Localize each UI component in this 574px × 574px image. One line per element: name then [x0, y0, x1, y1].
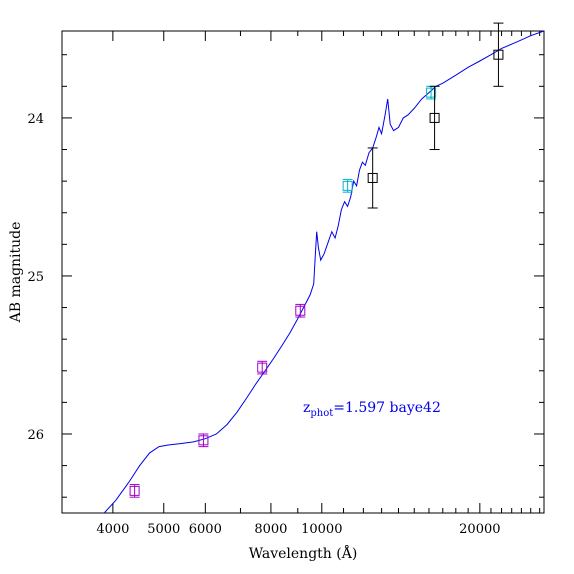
annotation-text: =1.597 baye42 — [333, 400, 441, 416]
data-marker — [198, 435, 209, 446]
x-tick-label: 4000 — [96, 522, 129, 537]
x-tick-label: 6000 — [189, 522, 222, 537]
sed-model-line — [103, 30, 545, 514]
photometry-point — [295, 303, 306, 318]
annotation-subscript: phot — [310, 408, 333, 419]
data-marker — [367, 172, 378, 183]
data-marker — [129, 485, 140, 496]
x-tick-label: 5000 — [147, 522, 180, 537]
y-tick-label: 26 — [27, 428, 44, 443]
y-axis-title: AB magnitude — [8, 222, 24, 324]
data-marker — [493, 49, 504, 60]
axis-ticks — [62, 31, 544, 513]
data-marker — [295, 305, 306, 316]
data-marker — [342, 180, 353, 191]
plot-frame — [61, 30, 545, 514]
x-axis-title: Wavelength (Å) — [249, 544, 358, 562]
x-tick-labels: 4000 5000 6000 8000 10000 20000 — [96, 522, 500, 537]
annotation-prefix: z — [303, 400, 310, 416]
data-marker — [429, 112, 440, 123]
y-tick-labels: 24 25 26 — [27, 112, 44, 443]
x-tick-label: 8000 — [254, 522, 287, 537]
photometry-points — [129, 22, 504, 498]
photometry-point — [429, 85, 440, 151]
data-marker — [426, 87, 437, 98]
x-tick-label: 10000 — [301, 522, 342, 537]
photometry-point — [367, 147, 378, 209]
y-tick-label: 25 — [27, 270, 44, 285]
redshift-annotation: zphot=1.597 baye42 — [303, 400, 441, 419]
photometry-point — [493, 22, 504, 87]
photometry-point — [198, 433, 209, 448]
photometry-point — [342, 179, 353, 193]
x-tick-label: 20000 — [459, 522, 500, 537]
data-marker — [257, 362, 268, 373]
y-tick-label: 24 — [27, 112, 44, 127]
photometry-point — [257, 360, 268, 375]
photometry-point — [129, 484, 140, 498]
